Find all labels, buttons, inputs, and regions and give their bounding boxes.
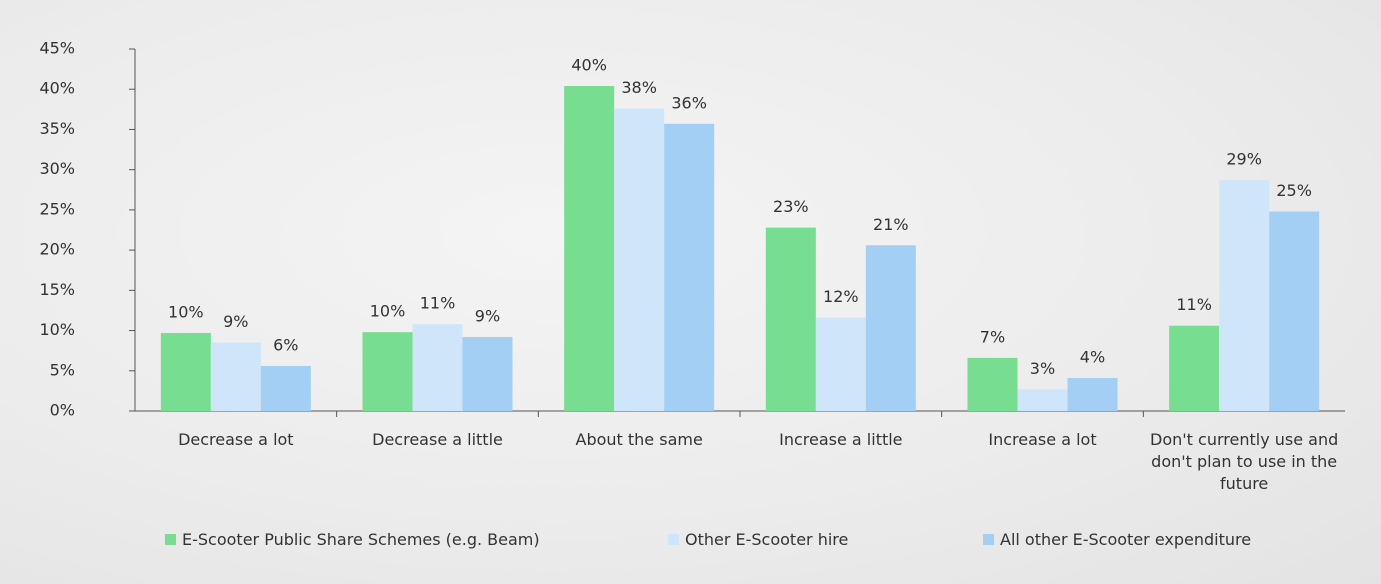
- value-label: 3%: [1030, 359, 1055, 378]
- y-tick-label: 35%: [39, 119, 75, 138]
- value-label: 10%: [168, 302, 204, 321]
- value-label: 6%: [273, 335, 298, 354]
- y-tick-label: 10%: [39, 320, 75, 339]
- bar: [412, 324, 463, 411]
- value-label: 40%: [571, 56, 607, 75]
- value-label: 23%: [773, 197, 809, 216]
- y-tick-label: 5%: [50, 360, 75, 379]
- value-label: 36%: [671, 93, 707, 112]
- bar: [462, 336, 513, 411]
- y-tick-label: 0%: [50, 401, 75, 420]
- value-label: 38%: [621, 78, 657, 97]
- legend-swatch: [983, 534, 994, 545]
- bar: [1219, 180, 1270, 411]
- bar: [362, 332, 413, 411]
- x-tick-label: Don't currently use and don't plan to us…: [1150, 430, 1339, 493]
- bar: [210, 342, 261, 411]
- bar: [614, 108, 665, 411]
- bar: [967, 357, 1018, 411]
- bar: [1169, 325, 1220, 411]
- legend-label: All other E-Scooter expenditure: [1000, 530, 1252, 549]
- y-tick-label: 40%: [39, 79, 75, 98]
- value-label: 10%: [370, 302, 406, 321]
- value-label: 7%: [980, 327, 1005, 346]
- bar: [1067, 378, 1118, 411]
- y-tick-label: 45%: [39, 39, 75, 58]
- bar: [260, 365, 311, 411]
- y-tick-label: 30%: [39, 159, 75, 178]
- x-tick-label: Decrease a little: [372, 430, 503, 449]
- value-label: 29%: [1226, 150, 1262, 169]
- value-label: 11%: [420, 294, 456, 313]
- value-label: 11%: [1176, 295, 1212, 314]
- value-label: 12%: [823, 287, 859, 306]
- legend-swatch: [165, 534, 176, 545]
- y-tick-label: 20%: [39, 240, 75, 259]
- bar: [160, 332, 211, 411]
- legend-item: Other E-Scooter hire: [668, 530, 848, 549]
- x-tick-label: Increase a lot: [988, 430, 1097, 449]
- y-tick-label: 25%: [39, 199, 75, 218]
- bar: [765, 227, 816, 411]
- legend-label: Other E-Scooter hire: [685, 530, 849, 549]
- value-label: 25%: [1276, 181, 1312, 200]
- legend-item: All other E-Scooter expenditure: [983, 530, 1251, 549]
- value-label: 21%: [873, 215, 909, 234]
- legend-item: E-Scooter Public Share Schemes (e.g. Bea…: [165, 530, 540, 549]
- y-tick-label: 15%: [39, 280, 75, 299]
- bar: [1017, 389, 1068, 411]
- bar: [1269, 211, 1320, 411]
- bar: [865, 245, 916, 411]
- legend-label: E-Scooter Public Share Schemes (e.g. Bea…: [182, 530, 540, 549]
- value-label: 9%: [223, 312, 248, 331]
- x-tick-label: About the same: [575, 430, 703, 449]
- value-label: 9%: [475, 306, 500, 325]
- x-tick-label: Decrease a lot: [178, 430, 294, 449]
- bar: [664, 123, 715, 412]
- legend-swatch: [668, 534, 679, 545]
- bar: [564, 86, 615, 411]
- bar: [815, 317, 866, 411]
- x-tick-label: Increase a little: [779, 430, 903, 449]
- value-label: 4%: [1080, 348, 1105, 367]
